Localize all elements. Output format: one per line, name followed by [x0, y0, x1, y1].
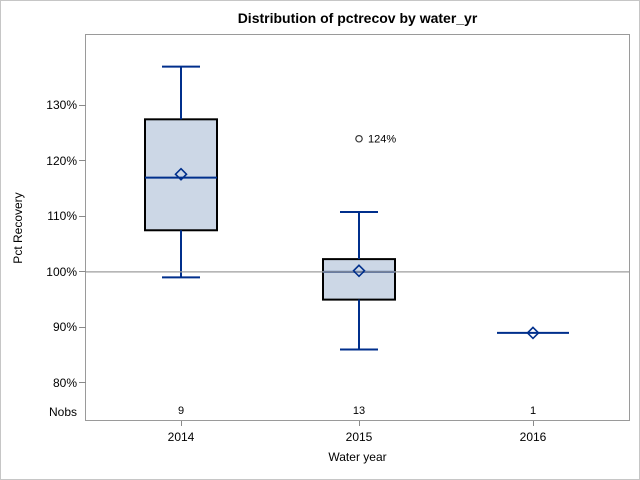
nobs-value-2015: 13 — [352, 405, 366, 417]
nobs-value-2016: 1 — [529, 405, 537, 417]
x-tick-mark-2014 — [180, 421, 182, 426]
y-tick-label-100: 100% — [46, 264, 77, 279]
y-tick-mark-90 — [79, 326, 86, 328]
y-axis-title: Pct Recovery — [11, 192, 25, 264]
chart-title: Distribution of pctrecov by water_yr — [237, 10, 478, 26]
mean-diamond-icon-2016 — [526, 326, 540, 340]
outlier-label-2015: 124% — [368, 134, 396, 146]
x-tick-mark-2015 — [358, 421, 360, 426]
mean-diamond-icon-2014 — [174, 167, 188, 181]
outlier-marker-icon-2015 — [355, 134, 363, 143]
nobs-row-label: Nobs — [48, 405, 77, 419]
plot-area: 124% — [85, 34, 630, 421]
y-tick-label-120: 120% — [46, 153, 77, 168]
x-axis-title: Water year — [328, 450, 387, 464]
y-tick-label-90: 90% — [52, 320, 77, 335]
mean-diamond-icon-2015 — [352, 264, 366, 278]
x-tick-mark-2016 — [532, 421, 534, 426]
y-tick-label-80: 80% — [52, 375, 77, 390]
y-tick-mark-130 — [79, 104, 86, 106]
y-tick-label-110: 110% — [47, 209, 77, 224]
nobs-value-2014: 9 — [177, 405, 185, 417]
x-tick-label-2015: 2015 — [345, 430, 373, 444]
box-rect-2014 — [144, 118, 218, 232]
y-tick-label-130: 130% — [46, 98, 77, 113]
x-tick-label-2014: 2014 — [167, 430, 195, 444]
y-tick-mark-110 — [79, 215, 86, 217]
y-tick-mark-120 — [79, 160, 86, 162]
y-tick-mark-80 — [79, 382, 86, 384]
y-tick-mark-100 — [79, 271, 86, 273]
x-tick-label-2016: 2016 — [519, 430, 547, 444]
boxplot-canvas: 124% — [86, 65, 629, 351]
